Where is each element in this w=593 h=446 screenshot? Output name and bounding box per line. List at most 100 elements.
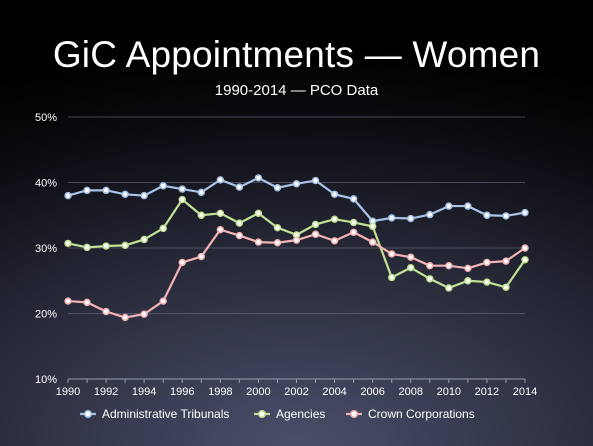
data-point-agencies-2005: [349, 218, 358, 227]
legend-label-administrative-tribunals: Administrative Tribunals: [102, 407, 229, 421]
data-point-administrative-tribunals-1996: [178, 185, 186, 193]
data-point-crown-corporations-1991: [83, 298, 91, 307]
data-point-agencies-2012: [483, 278, 491, 286]
data-point-administrative-tribunals-2002: [292, 180, 301, 188]
data-point-crown-corporations-2000: [254, 238, 263, 246]
data-point-administrative-tribunals-2009: [426, 210, 434, 219]
data-point-administrative-tribunals-1995: [159, 182, 167, 190]
data-point-agencies-2003: [311, 220, 320, 229]
data-point-agencies-2014: [521, 256, 529, 264]
data-point-administrative-tribunals-2001: [273, 184, 282, 192]
data-point-administrative-tribunals-1990: [64, 191, 72, 200]
data-point-crown-corporations-1993: [121, 313, 129, 322]
legend: Administrative Tribunals Agencies Crown Co…: [80, 407, 475, 421]
data-point-agencies-1997: [197, 211, 205, 219]
x-tick-label-1992: 1992: [94, 386, 118, 398]
data-point-agencies-2000: [254, 209, 263, 217]
data-point-crown-corporations-1994: [140, 310, 148, 318]
data-point-administrative-tribunals-2004: [330, 190, 339, 198]
data-point-crown-corporations-2013: [502, 257, 510, 265]
data-point-crown-corporations-1998: [216, 225, 225, 234]
data-point-crown-corporations-2009: [426, 261, 434, 270]
data-point-agencies-1998: [216, 209, 225, 217]
data-point-crown-corporations-2002: [292, 236, 301, 244]
data-point-agencies-1994: [140, 235, 148, 244]
data-point-administrative-tribunals-2000: [254, 174, 263, 182]
data-point-agencies-2007: [388, 273, 396, 282]
data-point-crown-corporations-2012: [483, 258, 491, 267]
data-point-administrative-tribunals-1992: [102, 186, 110, 195]
data-point-agencies-2010: [445, 284, 453, 292]
legend-item-administrative-tribunals: Administrative Tribunals: [80, 407, 229, 421]
data-point-administrative-tribunals-2008: [407, 214, 415, 223]
series-agencies: [64, 195, 529, 292]
data-point-crown-corporations-1990: [64, 297, 72, 305]
data-point-agencies-1993: [121, 241, 129, 250]
data-point-crown-corporations-2003: [311, 230, 320, 238]
data-point-crown-corporations-1997: [197, 252, 205, 261]
legend-label-crown-corporations: Crown Corporations: [368, 407, 475, 421]
chart-subtitle: 1990-2014 — PCO Data: [214, 82, 379, 99]
y-tick-label-50: 50%: [35, 112, 57, 124]
legend-swatch-marker-agencies: [257, 409, 266, 418]
data-point-agencies-1995: [159, 224, 167, 233]
data-point-agencies-2009: [426, 275, 434, 283]
legend-item-crown-corporations: Crown Corporations: [346, 407, 475, 421]
data-point-agencies-1996: [178, 195, 186, 204]
data-point-agencies-2001: [273, 223, 282, 232]
data-point-agencies-2013: [502, 283, 510, 291]
data-point-crown-corporations-2008: [407, 253, 415, 261]
legend-label-agencies: Agencies: [276, 407, 325, 421]
data-point-agencies-1999: [235, 219, 244, 227]
data-point-administrative-tribunals-2007: [388, 214, 396, 222]
data-point-agencies-2006: [368, 222, 377, 231]
data-point-agencies-2008: [407, 263, 415, 272]
x-tick-label-2002: 2002: [284, 386, 308, 398]
data-point-administrative-tribunals-2014: [521, 208, 529, 217]
data-point-crown-corporations-1996: [178, 258, 186, 267]
data-point-agencies-2011: [464, 277, 472, 285]
data-point-crown-corporations-2010: [445, 261, 453, 270]
data-point-administrative-tribunals-1999: [235, 183, 244, 191]
data-point-crown-corporations-2004: [330, 237, 339, 245]
x-tick-label-2000: 2000: [246, 386, 270, 398]
x-tick-label-2004: 2004: [322, 386, 346, 398]
data-point-crown-corporations-2001: [273, 239, 282, 247]
data-point-crown-corporations-2007: [388, 250, 396, 258]
data-point-administrative-tribunals-2003: [311, 176, 320, 185]
data-point-agencies-1991: [83, 243, 91, 252]
legend-swatch-marker-crown-corporations: [349, 409, 358, 418]
data-point-crown-corporations-1995: [159, 297, 167, 305]
data-point-administrative-tribunals-2010: [445, 202, 453, 210]
y-tick-label-20: 20%: [35, 309, 57, 321]
y-tick-label-40: 40%: [35, 178, 57, 190]
legend-item-agencies: Agencies: [254, 407, 325, 421]
data-point-agencies-1990: [64, 239, 72, 248]
data-point-administrative-tribunals-2005: [349, 195, 358, 203]
chart-title: GiC Appointments — Women: [52, 34, 541, 75]
data-point-crown-corporations-2014: [521, 244, 529, 252]
data-point-crown-corporations-2011: [464, 264, 472, 273]
data-point-crown-corporations-1992: [102, 307, 110, 316]
series-administrative-tribunals: [64, 174, 529, 225]
data-point-administrative-tribunals-1998: [216, 176, 225, 184]
x-tick-label-1998: 1998: [208, 386, 232, 398]
data-point-agencies-2004: [330, 215, 339, 223]
x-tick-label-2014: 2014: [513, 386, 537, 398]
data-point-administrative-tribunals-1993: [121, 190, 129, 198]
x-tick-label-2008: 2008: [399, 386, 423, 398]
x-tick-label-2006: 2006: [360, 386, 384, 398]
x-tick-label-1990: 1990: [56, 386, 80, 398]
data-point-administrative-tribunals-2011: [464, 202, 472, 210]
data-point-administrative-tribunals-2013: [502, 212, 510, 220]
data-point-administrative-tribunals-1994: [140, 191, 148, 200]
x-tick-label-2012: 2012: [475, 386, 499, 398]
axes: 10% 20% 30% 40% 50% 1990 1992 1994 1996 1998 2000 2…: [35, 112, 537, 398]
data-point-crown-corporations-2005: [349, 228, 358, 236]
data-point-administrative-tribunals-1997: [197, 188, 205, 197]
data-point-administrative-tribunals-2012: [483, 211, 491, 219]
x-tick-label-2010: 2010: [437, 386, 461, 398]
series-crown-corporations: [64, 225, 529, 322]
data-point-administrative-tribunals-1991: [83, 186, 91, 195]
data-point-crown-corporations-2006: [368, 238, 377, 246]
